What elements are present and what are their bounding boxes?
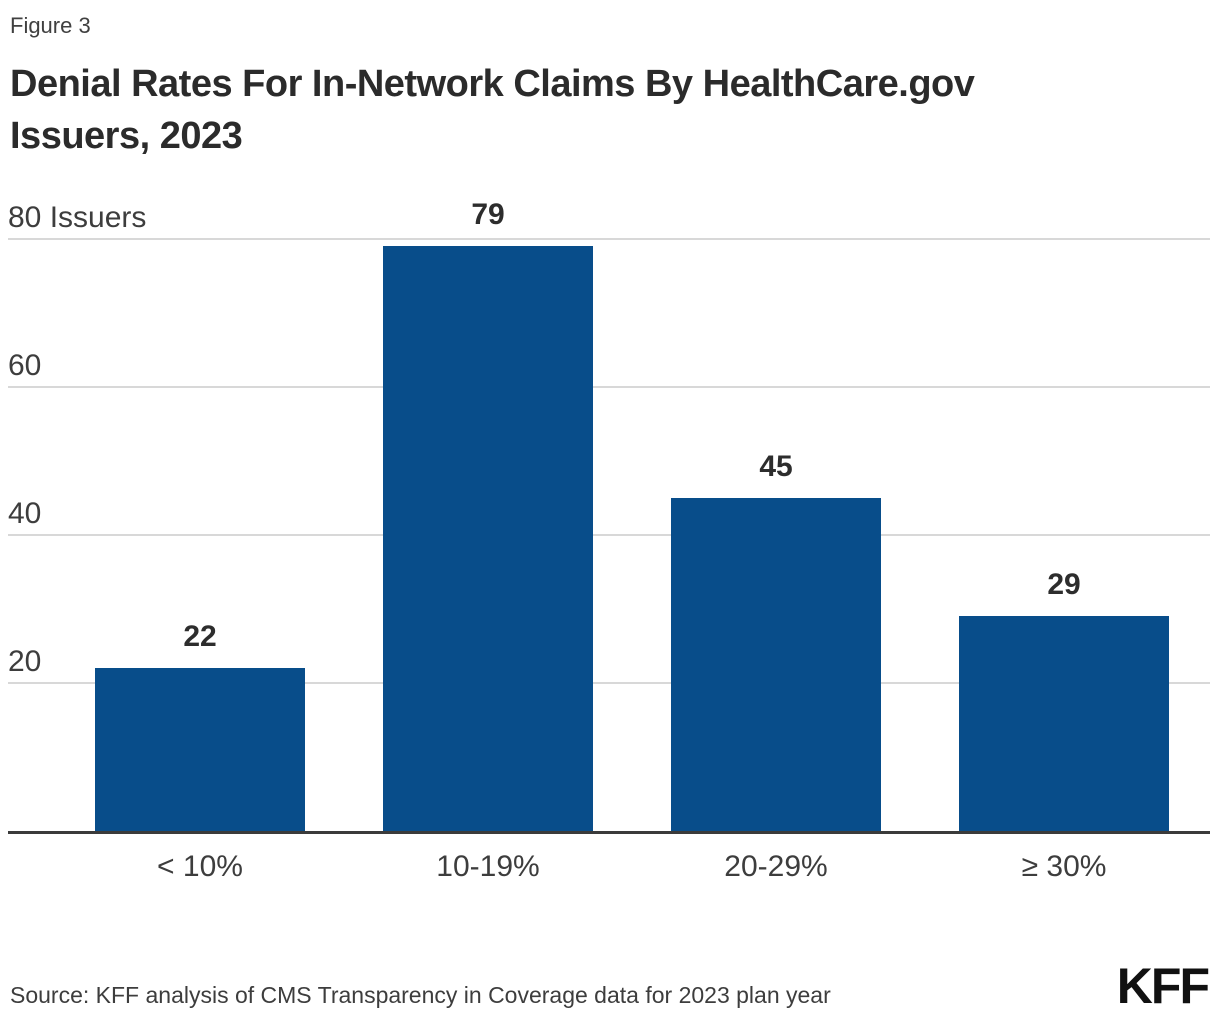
kff-logo: KFF	[1116, 958, 1210, 1014]
bar-value-label: 22	[183, 620, 217, 654]
bar-value-label: 79	[471, 197, 505, 231]
page-title-line-1: Denial Rates For In-Network Claims By He…	[10, 63, 975, 105]
x-tick-label: 20-29%	[724, 850, 828, 883]
bar-< 10%	[95, 668, 305, 831]
y-tick-label-40: 40	[8, 496, 42, 530]
gridline-40	[8, 533, 1210, 536]
bar-≥ 30%	[959, 616, 1169, 831]
gridline-20	[8, 681, 1210, 684]
page-title-line-2: Issuers, 2023	[10, 115, 243, 157]
gridline-80	[8, 237, 1210, 240]
figure-number-label: Figure 3	[10, 13, 91, 38]
x-tick-label: 10-19%	[436, 850, 540, 883]
source-note: Source: KFF analysis of CMS Transparency…	[10, 982, 831, 1008]
y-tick-label-20: 20	[8, 644, 42, 678]
y-tick-label-60: 60	[8, 348, 42, 382]
y-tick-label-80: 80 Issuers	[8, 200, 147, 234]
bar-20-29%	[671, 497, 881, 831]
x-tick-label: ≥ 30%	[1021, 850, 1107, 883]
bar-10-19%	[383, 245, 593, 831]
bar-value-label: 45	[759, 449, 793, 483]
x-tick-label: < 10%	[157, 850, 243, 883]
page-title: Denial Rates For In-Network Claims By He…	[10, 58, 1140, 162]
bar-value-label: 29	[1047, 568, 1081, 602]
x-axis-line	[8, 831, 1210, 834]
gridline-60	[8, 385, 1210, 388]
